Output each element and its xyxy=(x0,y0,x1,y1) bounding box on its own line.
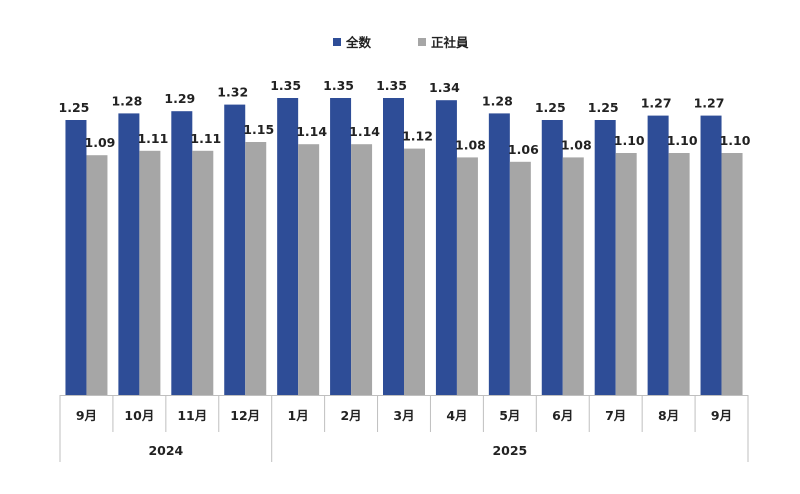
value-label-regular-0: 1.09 xyxy=(85,135,116,150)
legend-label-1: 正社員 xyxy=(431,35,469,50)
value-label-regular-3: 1.15 xyxy=(243,122,274,137)
value-label-total-5: 1.35 xyxy=(323,78,354,93)
bar-total-0 xyxy=(65,120,87,395)
value-label-regular-7: 1.08 xyxy=(455,137,486,152)
month-label-0: 9月 xyxy=(76,408,97,423)
value-labels: 1.25 1.09 1.28 1.11 1.29 1.11 1.32 1.15 1.35 1.14… xyxy=(59,78,751,157)
bar-regular-12 xyxy=(721,153,743,395)
bar-total-2 xyxy=(171,111,193,395)
bar-total-9 xyxy=(541,120,563,395)
month-label-1: 10月 xyxy=(124,408,154,423)
bars xyxy=(65,98,743,396)
bar-regular-8 xyxy=(509,161,531,395)
legend: 全数 正社員 xyxy=(333,35,469,50)
bar-regular-7 xyxy=(456,157,478,395)
bar-total-10 xyxy=(594,120,616,395)
value-label-regular-1: 1.11 xyxy=(137,131,168,146)
month-label-4: 1月 xyxy=(288,408,309,423)
value-label-regular-10: 1.10 xyxy=(614,133,645,148)
bar-regular-1 xyxy=(139,150,161,395)
bar-total-5 xyxy=(330,98,352,395)
bar-total-4 xyxy=(277,98,299,395)
value-label-total-7: 1.34 xyxy=(429,80,460,95)
bar-total-12 xyxy=(700,115,722,395)
month-label-8: 5月 xyxy=(499,408,520,423)
bar-total-11 xyxy=(647,115,669,395)
value-label-regular-4: 1.14 xyxy=(296,124,327,139)
value-label-total-4: 1.35 xyxy=(270,78,301,93)
legend-swatch-1 xyxy=(418,38,426,46)
bar-total-1 xyxy=(118,113,140,396)
legend-label-0: 全数 xyxy=(345,35,372,50)
value-label-regular-2: 1.11 xyxy=(190,131,221,146)
bar-total-8 xyxy=(488,113,510,396)
value-label-total-0: 1.25 xyxy=(59,100,90,115)
category-axis: 9月 10月 11月 12月 1月 2月 3月 4月 5月 6月 7月 8月 9月 2024 2025 xyxy=(59,395,749,462)
bar-regular-0 xyxy=(86,155,108,395)
month-label-9: 6月 xyxy=(552,408,573,423)
bar-regular-5 xyxy=(351,144,373,395)
value-label-total-10: 1.25 xyxy=(588,100,619,115)
bar-regular-10 xyxy=(615,153,637,395)
year-label-2025: 2025 xyxy=(492,443,527,458)
bar-regular-9 xyxy=(562,157,584,395)
month-label-11: 8月 xyxy=(658,408,679,423)
bar-total-7 xyxy=(435,100,457,395)
bar-total-3 xyxy=(224,104,246,395)
bar-total-6 xyxy=(383,98,404,395)
bar-regular-2 xyxy=(192,150,214,395)
month-label-3: 12月 xyxy=(230,408,260,423)
bar-regular-6 xyxy=(404,148,425,395)
month-label-10: 7月 xyxy=(605,408,626,423)
value-label-regular-5: 1.14 xyxy=(349,124,380,139)
value-label-regular-9: 1.08 xyxy=(561,137,592,152)
month-label-7: 4月 xyxy=(446,408,467,423)
month-label-12: 9月 xyxy=(711,408,732,423)
month-label-2: 11月 xyxy=(177,408,207,423)
month-label-5: 2月 xyxy=(340,408,361,423)
value-label-regular-11: 1.10 xyxy=(667,133,698,148)
value-label-regular-8: 1.06 xyxy=(508,142,539,157)
value-label-total-3: 1.32 xyxy=(217,85,248,100)
value-label-total-6: 1.35 xyxy=(376,78,407,93)
month-label-6: 3月 xyxy=(393,408,414,423)
bar-regular-11 xyxy=(668,153,690,395)
value-label-total-9: 1.25 xyxy=(535,100,566,115)
bar-regular-3 xyxy=(245,142,267,395)
value-label-total-12: 1.27 xyxy=(694,96,725,111)
value-label-regular-6: 1.12 xyxy=(402,129,433,144)
value-label-total-11: 1.27 xyxy=(641,96,672,111)
value-label-total-2: 1.29 xyxy=(164,91,195,106)
value-label-total-1: 1.28 xyxy=(111,93,142,108)
value-label-regular-12: 1.10 xyxy=(720,133,751,148)
bar-regular-4 xyxy=(298,144,320,395)
year-label-2024: 2024 xyxy=(148,443,183,458)
legend-swatch-0 xyxy=(333,38,341,46)
value-label-total-8: 1.28 xyxy=(482,93,513,108)
